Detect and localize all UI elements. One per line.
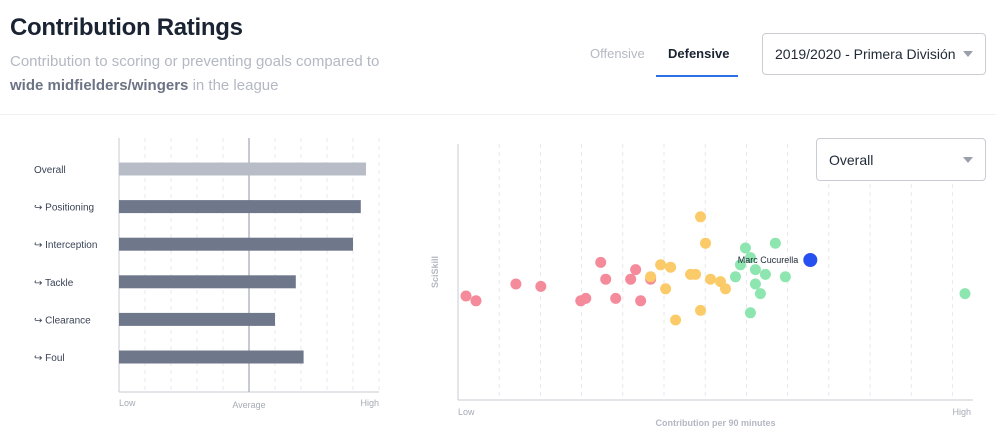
category-label: ↪ Foul: [34, 353, 65, 364]
scatter-point: [719, 283, 731, 295]
scatter-point: [729, 271, 741, 283]
bar: [119, 200, 361, 214]
tab-defensive[interactable]: Defensive: [668, 46, 730, 61]
scatter-point: [470, 295, 482, 307]
scatter-point: [754, 288, 766, 300]
scatter-point: [645, 271, 657, 283]
category-label: ↪ Interception: [34, 240, 97, 251]
x-tick-label: High: [952, 407, 971, 417]
scatter-point: [700, 237, 712, 249]
scatter-point: [734, 259, 746, 271]
scatter-point: [959, 288, 971, 300]
bar: [119, 312, 275, 326]
highlighted-player-point: [803, 253, 818, 267]
x-tick-label: Average: [232, 400, 265, 410]
chevron-down-icon: [963, 51, 973, 57]
season-select[interactable]: 2019/2020 - Primera División: [762, 33, 986, 75]
bar-chart: Overall ↪ Positioning ↪ Interception ↪ Tack…: [34, 138, 380, 410]
scatter-point: [510, 278, 522, 290]
scatter-point: [580, 292, 592, 304]
category-label: Overall: [34, 165, 66, 176]
scatter-point: [665, 261, 677, 273]
scatter-point: [744, 307, 756, 319]
scatter-point: [625, 273, 637, 285]
x-tick-label: Low: [119, 398, 136, 408]
header-divider: [0, 114, 996, 115]
scatter-point: [600, 273, 612, 285]
bar: [119, 162, 366, 176]
scatter-point: [460, 290, 472, 302]
scatter-point: [695, 211, 707, 223]
scatter-point: [635, 295, 647, 307]
x-axis-label: Contribution per 90 minutes: [655, 418, 775, 428]
scatter-point: [705, 273, 717, 285]
scatter-point: [630, 264, 642, 276]
metric-select-value: Overall: [829, 151, 874, 168]
active-tab-indicator: [656, 75, 738, 77]
scatter-point: [749, 264, 761, 276]
chevron-down-icon: [963, 156, 973, 163]
scatter-point: [744, 252, 756, 264]
season-select-value: 2019/2020 - Primera División: [775, 46, 956, 62]
scatter-point: [595, 256, 607, 268]
subtitle-suffix: in the league: [192, 77, 279, 94]
scatter-point: [690, 268, 702, 280]
subtitle-text: Contribution to scoring or preventing go…: [10, 53, 380, 70]
scatter-point: [749, 278, 761, 290]
category-label: ↪ Positioning: [34, 203, 94, 214]
scatter-point: [739, 242, 751, 254]
subtitle-position-group: wide midfielders/wingers: [10, 77, 189, 94]
scatter-point: [759, 268, 771, 280]
bar: [119, 237, 353, 251]
scatter-point: [779, 271, 791, 283]
scatter-point: [769, 237, 781, 249]
tab-offensive[interactable]: Offensive: [590, 46, 645, 61]
scatter-point: [695, 304, 707, 316]
category-label: ↪ Tackle: [34, 278, 74, 289]
bar: [119, 350, 304, 364]
category-label: ↪ Clearance: [34, 315, 91, 326]
scatter-point: [610, 292, 622, 304]
scatter-point: [660, 283, 672, 295]
page-subtitle: Contribution to scoring or preventing go…: [10, 50, 410, 98]
highlighted-player-label: Marc Cucurella: [738, 255, 799, 265]
page-title: Contribution Ratings: [10, 14, 243, 41]
x-tick-label: Low: [458, 407, 475, 417]
metric-select[interactable]: Overall: [816, 138, 986, 181]
bar: [119, 275, 296, 289]
scatter-chart: Marc Cucurella Low High Contribution per 90…: [430, 144, 973, 428]
scatter-point: [670, 314, 682, 326]
y-axis-label: SciSkill: [430, 256, 440, 288]
x-tick-label: High: [360, 398, 379, 408]
scatter-point: [535, 280, 547, 292]
scatter-point: [655, 259, 667, 271]
